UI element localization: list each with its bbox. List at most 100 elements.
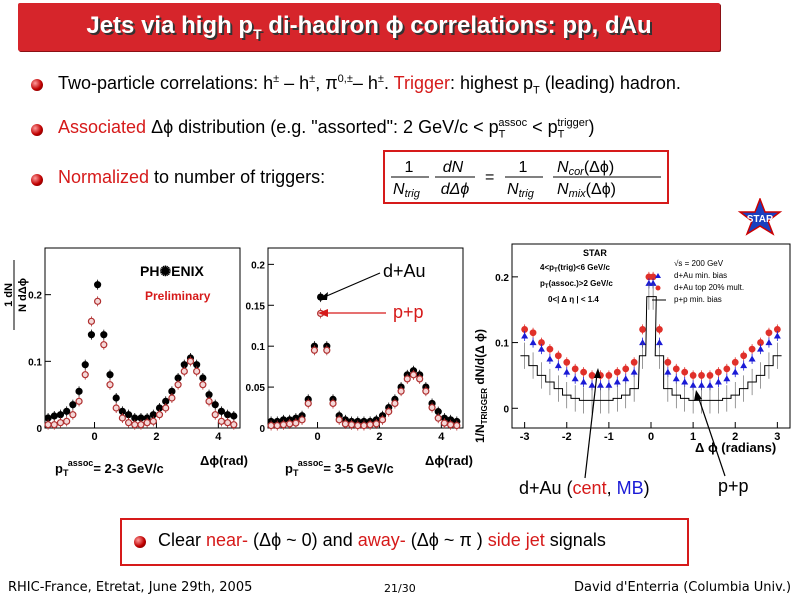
data-point [434,414,442,422]
data-point [706,372,714,379]
data-point [168,394,176,402]
data-point [273,421,281,430]
data-point [155,411,164,419]
bullet-text-normalized: Normalized to number of triggers: [58,167,326,187]
y-tick-label: 0.15 [246,301,266,312]
normalization-equation: 1 Ntrig dN dΔϕ = 1 Ntrig Ncor(Δϕ) Nmix(Δ… [383,150,669,204]
data-point [354,421,362,430]
data-point [286,420,294,428]
data-point [81,361,89,369]
data-point [529,329,537,337]
eq-nmix: Nmix(Δϕ) [557,181,616,200]
data-point [447,421,455,429]
data-point [630,358,638,366]
data-point [613,368,621,376]
eq-ntrig-2: Ntrig [507,181,535,200]
data-point [143,419,151,427]
data-point [706,381,714,388]
panel2-xlabel: Δϕ(rad) [425,453,473,468]
data-point [372,420,380,428]
data-point [329,399,337,408]
star-logo-text: STAR [747,214,774,225]
data-point [731,358,739,366]
data-point [106,371,114,379]
data-point [310,346,319,354]
data-point [124,419,133,427]
data-point [521,332,529,339]
star-caption-pp: p+p [718,476,749,496]
bullet-icon [31,124,43,136]
data-point [664,358,672,366]
data-point [649,279,657,286]
bullet-icon [134,536,146,548]
data-point [217,407,226,415]
y-tick-label: 0.1 [495,339,509,350]
data-point [230,421,238,429]
data-point [605,381,613,388]
data-point [205,397,213,405]
bullet-icon [31,174,43,186]
data-point [69,401,77,409]
svg-text:N dΔϕ: N dΔϕ [17,278,29,312]
data-point [279,421,288,429]
star-x-axis-label: Δ ϕ (radians) [695,440,776,455]
x-tick-label: -3 [520,431,530,443]
data-point [681,378,689,385]
data-point [230,412,238,420]
data-point [385,408,393,416]
x-tick-label: 0 [314,431,320,443]
label-dau: d+Au [383,261,426,281]
equation-svg: 1 Ntrig dN dΔϕ = 1 Ntrig Ncor(Δϕ) Nmix(Δ… [391,159,661,200]
data-point [217,417,226,425]
data-point [403,375,411,383]
panel1-caption: pTassoc= 2-3 GeV/c [55,458,164,478]
data-point [639,339,647,346]
data-point [94,281,102,289]
data-point [571,365,579,373]
data-point [580,368,588,376]
eq-ncor: Ncor(Δϕ) [557,159,614,178]
data-point [672,375,680,382]
data-point [723,365,731,373]
y-tick-label: 0.2 [251,260,265,271]
data-point [397,387,405,395]
x-tick-label: -2 [562,431,572,443]
data-point [50,421,58,429]
data-point [416,375,424,383]
data-point [50,412,58,420]
data-point [440,419,449,427]
bullet-text-associated: Associated Δϕ distribution (e.g. "assort… [58,117,595,141]
data-point [75,387,83,395]
data-point [56,419,65,427]
data-point [106,381,114,389]
conclusion-box: Clear near- (Δϕ ~ 0) and away- (Δϕ ~ π )… [120,518,689,566]
y-tick-label: 0 [259,424,265,435]
data-point [656,326,663,333]
panel1-xlabel: Δϕ(rad) [200,453,248,468]
y-tick-label: 0.05 [246,383,266,394]
phenix-logo: PH✺ENIX [140,263,205,279]
slide-title: Jets via high pT di-hadron ϕ correlation… [86,12,652,42]
data-point [366,421,374,429]
data-point [714,368,722,376]
eq-one-2: 1 [519,159,528,176]
data-point [118,414,126,422]
x-tick-label: 3 [774,431,780,443]
data-point [622,375,630,382]
data-point [267,421,275,430]
data-point [765,339,773,346]
data-point [605,372,613,379]
data-point [292,419,300,427]
data-point [186,357,195,365]
x-tick-label: -1 [604,431,614,443]
data-point [131,421,139,429]
data-point [453,421,461,430]
data-point [748,345,756,353]
x-tick-label: 2 [732,431,738,443]
data-point [580,378,588,385]
data-point [748,355,756,362]
data-point [596,381,604,388]
data-point [44,421,52,429]
data-point [698,381,706,388]
data-point [224,419,232,427]
